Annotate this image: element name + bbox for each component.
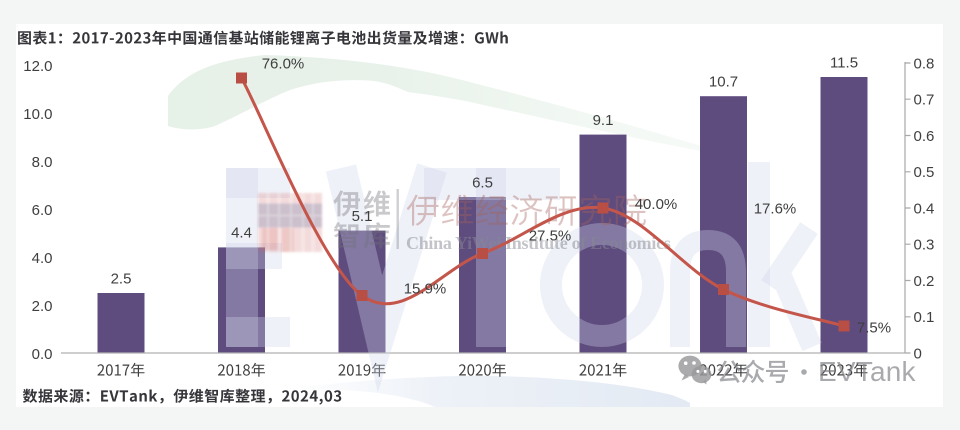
svg-text:27.5%: 27.5% — [529, 227, 572, 244]
svg-text:0.7: 0.7 — [914, 92, 935, 109]
svg-text:15.9%: 15.9% — [404, 280, 447, 297]
svg-text:5.1: 5.1 — [352, 208, 373, 225]
svg-text:0.8: 0.8 — [914, 55, 935, 72]
svg-text:0.6: 0.6 — [914, 128, 935, 145]
svg-text:7.5%: 7.5% — [857, 319, 891, 336]
svg-text:10.7: 10.7 — [709, 74, 738, 91]
svg-text:11.5: 11.5 — [830, 54, 858, 71]
svg-text:2.0: 2.0 — [32, 298, 53, 315]
svg-text:0.0: 0.0 — [32, 346, 53, 363]
svg-text:17.6%: 17.6% — [754, 200, 797, 217]
svg-text:0.2: 0.2 — [914, 273, 935, 290]
svg-text:8.0: 8.0 — [32, 154, 53, 171]
svg-text:10.0: 10.0 — [23, 106, 52, 123]
svg-text:4.0: 4.0 — [32, 250, 53, 267]
svg-text:0.4: 0.4 — [914, 200, 935, 217]
svg-text:0: 0 — [914, 345, 922, 362]
svg-text:76.0%: 76.0% — [262, 55, 305, 72]
svg-text:0.1: 0.1 — [914, 309, 935, 326]
svg-text:6.0: 6.0 — [32, 202, 53, 219]
svg-text:6.5: 6.5 — [472, 174, 493, 191]
svg-text:12.0: 12.0 — [23, 58, 52, 75]
svg-text:2.5: 2.5 — [111, 270, 132, 287]
svg-text:4.4: 4.4 — [231, 225, 252, 242]
svg-text:0.3: 0.3 — [914, 237, 935, 254]
svg-text:EVTank: EVTank — [818, 356, 916, 387]
svg-text:China YiWei Institute of Econo: China YiWei Institute of Economics — [406, 233, 671, 253]
svg-text:40.0%: 40.0% — [635, 196, 678, 213]
svg-text:9.1: 9.1 — [593, 112, 614, 129]
svg-text:0.5: 0.5 — [914, 164, 935, 181]
